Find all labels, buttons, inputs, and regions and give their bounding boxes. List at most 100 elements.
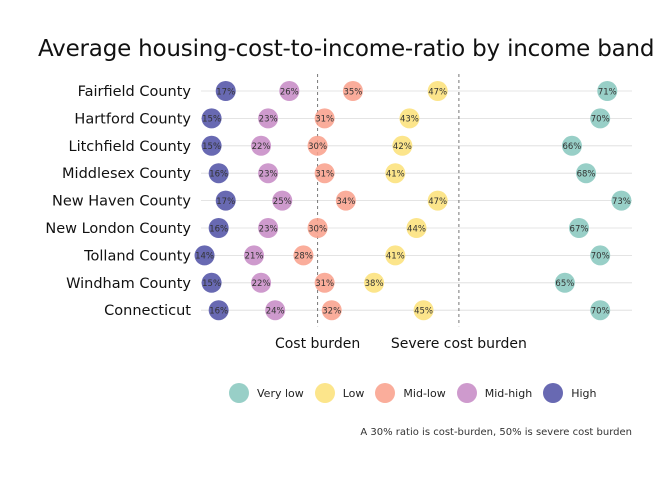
legend-label: Mid-high: [484, 386, 533, 400]
data-label: 15%: [202, 142, 221, 152]
data-label: 15%: [202, 115, 221, 125]
chart-title: Average housing-cost-to-income-ratio by …: [38, 36, 655, 62]
data-label: 26%: [280, 87, 299, 97]
category-label: Tolland County: [83, 248, 191, 264]
data-point: [590, 300, 611, 321]
data-label: 41%: [386, 252, 405, 262]
data-label: 32%: [322, 307, 341, 317]
data-point: [208, 218, 229, 238]
legend-item: Mid-low: [375, 383, 446, 403]
data-label: 34%: [336, 197, 355, 207]
data-label: 30%: [308, 224, 327, 234]
data-point: [194, 245, 215, 266]
data-point: [314, 108, 335, 129]
data-label: 41%: [386, 170, 405, 180]
data-point: [215, 190, 236, 211]
legend: Very low Low Mid-low Mid-high High: [229, 383, 607, 403]
legend-item: High: [543, 383, 596, 403]
data-label: 17%: [216, 197, 235, 207]
data-label: 66%: [562, 142, 581, 152]
legend-item: Very low: [229, 383, 304, 403]
data-label: 15%: [202, 279, 221, 289]
data-point: [215, 81, 236, 101]
data-label: 65%: [555, 279, 574, 289]
data-point: [201, 272, 222, 293]
category-label: Connecticut: [104, 303, 191, 319]
data-point: [307, 135, 328, 156]
data-point: [427, 81, 448, 101]
data-point: [314, 163, 335, 184]
legend-swatch: [229, 383, 249, 403]
data-label: 25%: [273, 197, 292, 207]
data-point: [251, 135, 272, 156]
legend-item: Low: [314, 383, 365, 403]
data-point: [427, 190, 448, 211]
data-point: [611, 190, 632, 211]
data-point: [561, 135, 582, 156]
data-point: [597, 81, 618, 101]
category-label: New London County: [45, 221, 191, 237]
legend-label: Mid-low: [403, 386, 446, 400]
legend-swatch: [543, 383, 564, 403]
data-label: 21%: [245, 252, 264, 262]
data-label: 73%: [612, 197, 631, 207]
data-label: 67%: [570, 224, 589, 234]
category-label: Fairfield County: [78, 84, 192, 100]
data-label: 38%: [365, 279, 384, 289]
data-label: 31%: [315, 279, 334, 289]
data-point: [208, 163, 229, 184]
data-point: [201, 135, 222, 156]
data-point: [385, 163, 406, 184]
data-point: [314, 272, 335, 293]
data-label: 17%: [216, 87, 235, 97]
data-point: [293, 245, 314, 266]
data-point: [208, 300, 229, 321]
data-label: 16%: [209, 224, 228, 234]
data-label: 70%: [591, 252, 610, 262]
data-point: [413, 300, 434, 321]
legend-item: Mid-high: [456, 383, 533, 403]
category-label: New Haven County: [52, 194, 191, 210]
reference-line-label: Cost burden: [275, 336, 360, 352]
data-label: 68%: [577, 170, 596, 180]
data-label: 31%: [315, 115, 334, 125]
data-point: [258, 163, 279, 184]
data-point: [342, 81, 363, 101]
data-point: [385, 245, 406, 266]
chart-caption: A 30% ratio is cost-burden, 50% is sever…: [360, 427, 632, 438]
data-label: 70%: [591, 307, 610, 317]
reference-line-label: Severe cost burden: [391, 336, 527, 352]
category-label: Windham County: [66, 276, 191, 292]
data-point: [590, 108, 611, 129]
data-point: [576, 163, 597, 184]
data-point: [265, 300, 286, 321]
data-point: [554, 272, 575, 293]
data-label: 35%: [343, 87, 362, 97]
category-label: Middlesex County: [62, 166, 191, 182]
data-point: [590, 245, 611, 266]
data-point: [569, 218, 590, 238]
data-label: 31%: [315, 170, 334, 180]
data-point: [364, 272, 385, 293]
legend-swatch: [375, 383, 396, 403]
data-point: [243, 245, 264, 266]
legend-swatch: [456, 383, 477, 403]
legend-label: Very low: [257, 386, 304, 400]
legend-swatch: [314, 383, 335, 403]
data-label: 22%: [252, 279, 271, 289]
data-point: [258, 218, 279, 238]
data-label: 24%: [266, 307, 285, 317]
data-label: 70%: [591, 115, 610, 125]
data-label: 44%: [407, 224, 426, 234]
data-label: 16%: [209, 307, 228, 317]
data-label: 28%: [294, 252, 313, 262]
data-label: 16%: [209, 170, 228, 180]
data-point: [258, 108, 279, 129]
data-label: 71%: [598, 87, 617, 97]
data-label: 47%: [428, 197, 447, 207]
legend-label: Low: [342, 386, 365, 400]
category-label: Litchfield County: [69, 139, 192, 155]
data-label: 47%: [428, 87, 447, 97]
data-label: 43%: [400, 115, 419, 125]
dot-plot: Fairfield County Hartford County Litchfiel…: [45, 74, 632, 352]
